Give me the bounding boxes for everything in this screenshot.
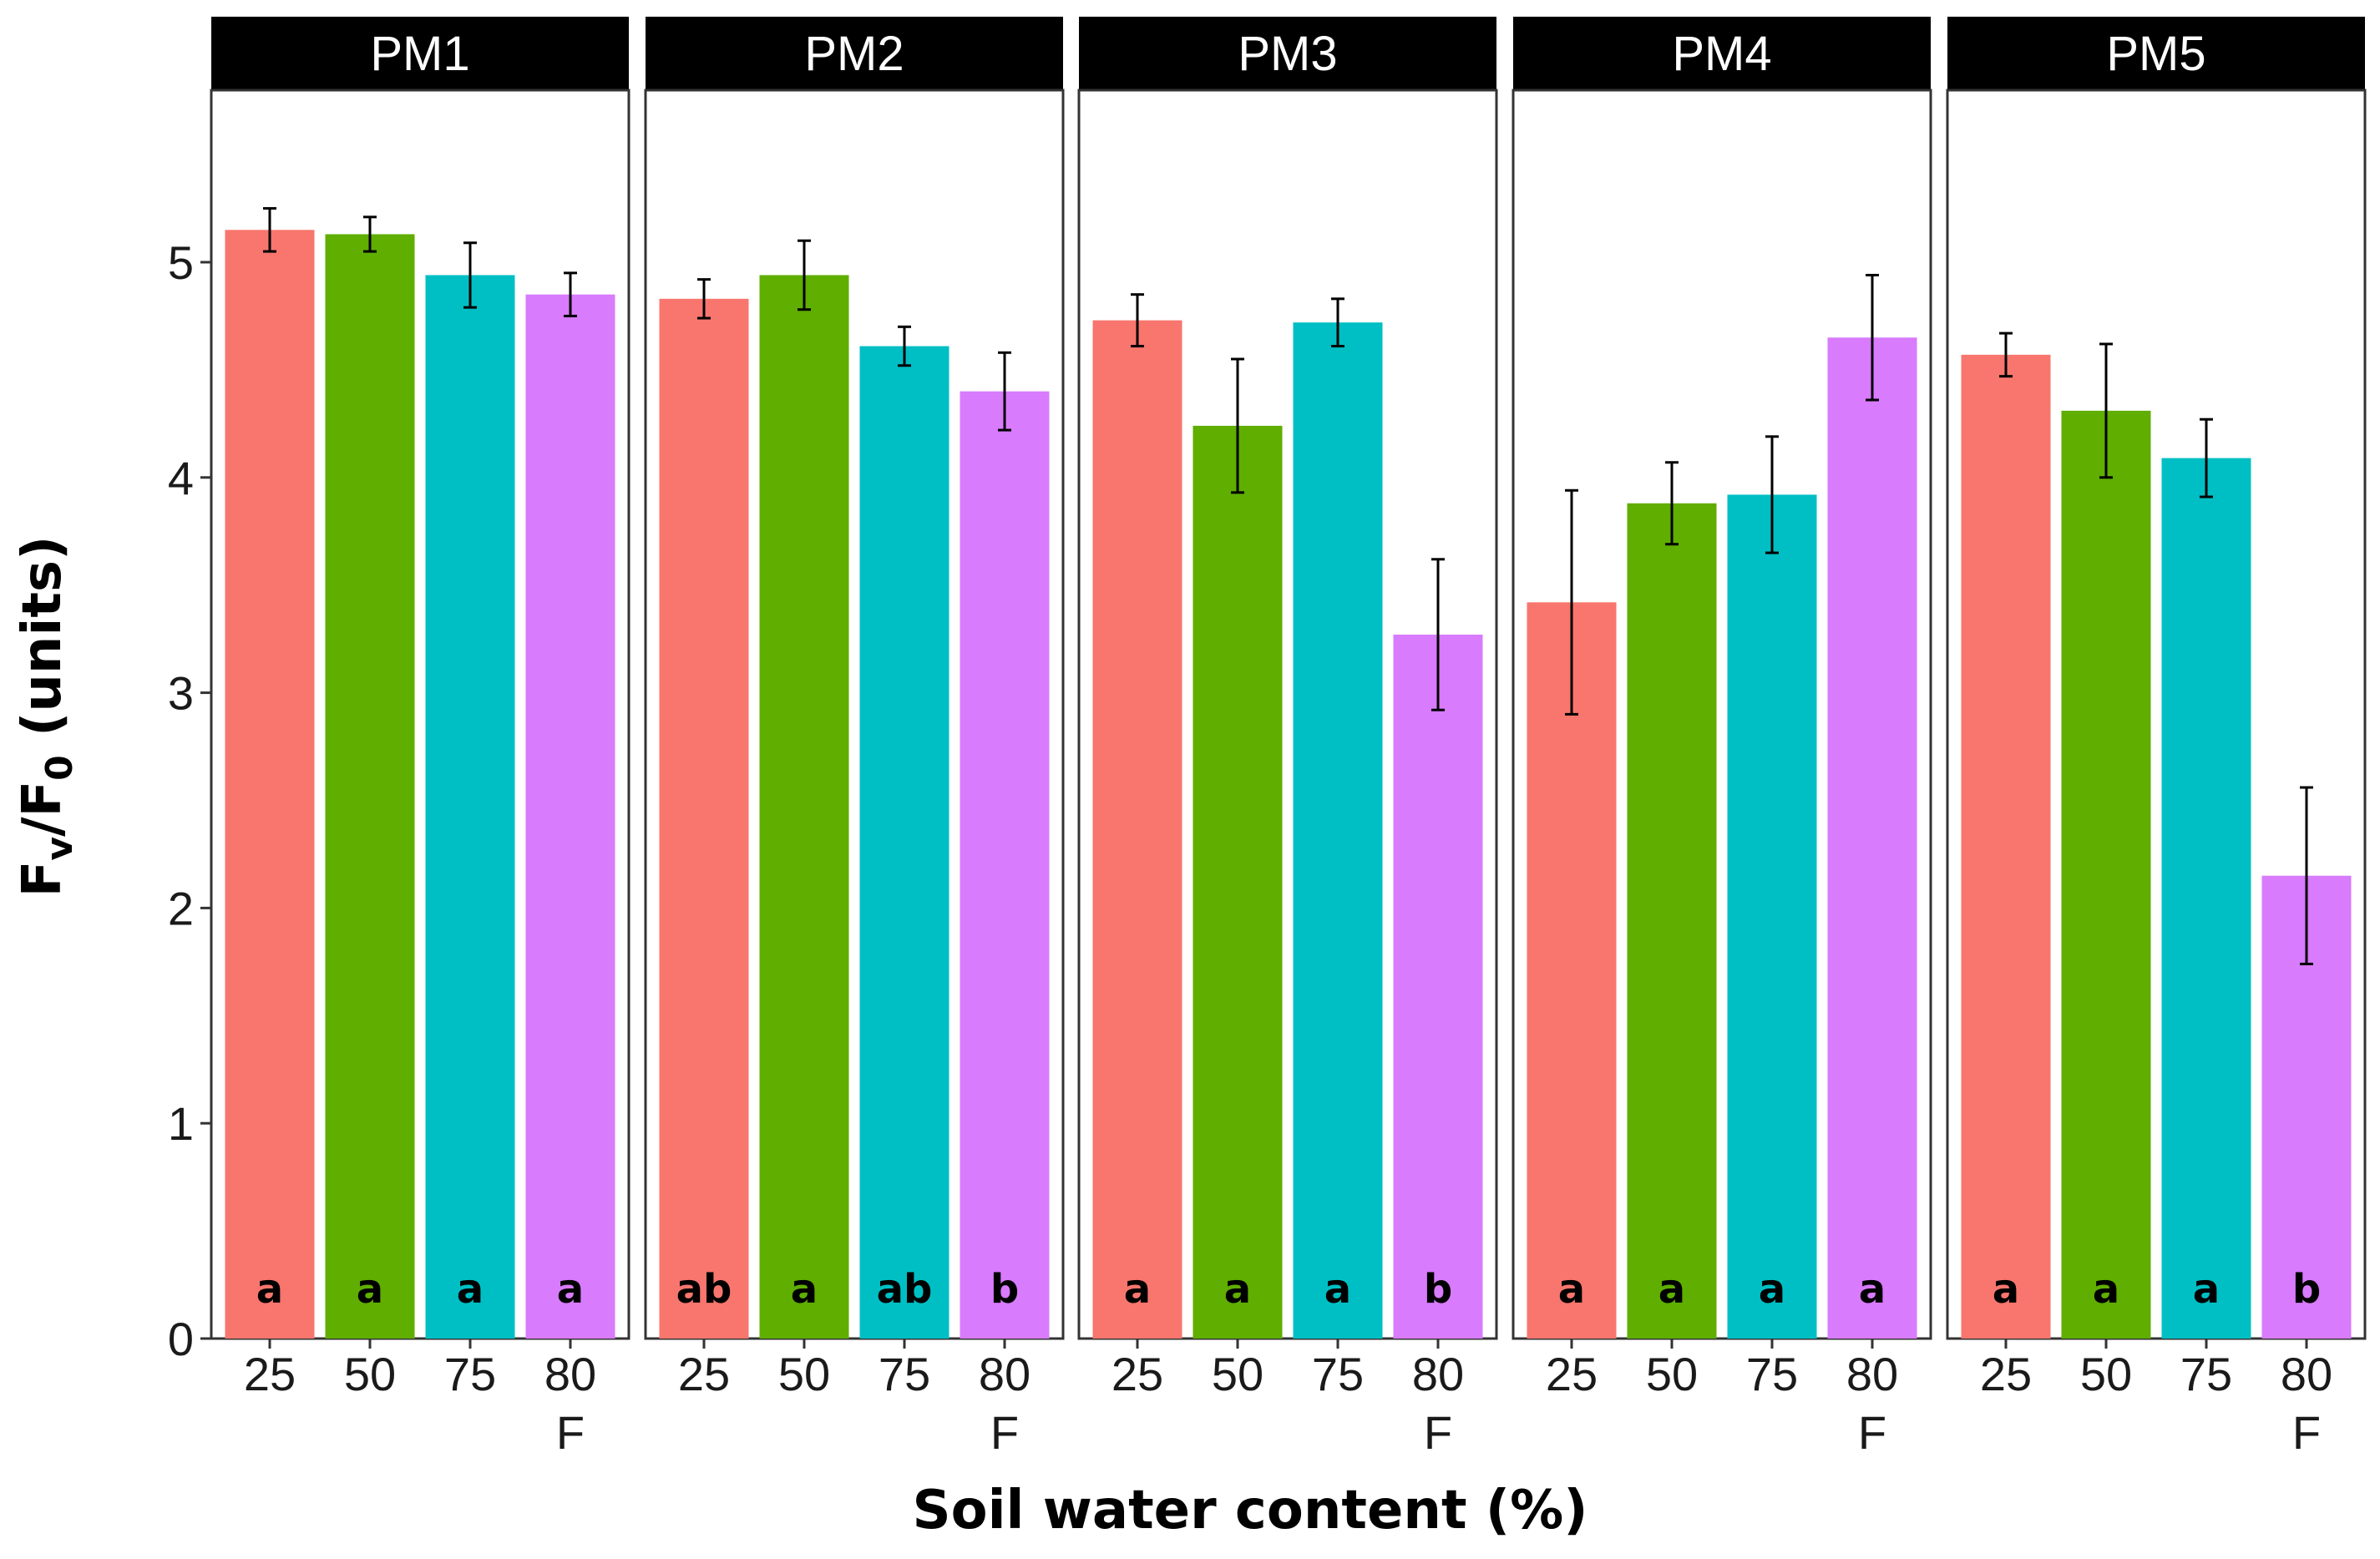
panel-title: PM1	[370, 27, 469, 81]
panel-strip	[646, 17, 1063, 90]
y-axis-title: Fv/F0 (units)	[12, 536, 81, 898]
significance-letter: a	[1224, 1266, 1251, 1313]
bar	[859, 346, 949, 1339]
y-tick-label: 0	[168, 1313, 194, 1365]
bar	[1393, 634, 1483, 1339]
bar	[960, 391, 1050, 1339]
bar	[659, 298, 749, 1339]
panel-title: PM3	[1238, 27, 1337, 81]
x-tick-sublabel: F	[1424, 1406, 1452, 1459]
y-axis-title-part: (units)	[12, 536, 73, 756]
y-tick-label: 3	[168, 667, 194, 720]
bar	[2161, 458, 2251, 1339]
significance-letter: ab	[877, 1266, 933, 1313]
panel-title: PM5	[2106, 27, 2205, 81]
x-tick-label: 75	[879, 1348, 930, 1400]
x-tick-sublabel: F	[990, 1406, 1019, 1459]
bar	[425, 275, 515, 1339]
y-tick-label: 1	[168, 1097, 194, 1150]
panel-title: PM4	[1672, 27, 1771, 81]
x-tick-sublabel: F	[2292, 1406, 2321, 1459]
x-tick-label: 25	[244, 1348, 296, 1400]
x-tick-label: 25	[1980, 1348, 2032, 1400]
significance-letter: a	[256, 1266, 283, 1313]
bar	[1827, 337, 1917, 1339]
y-tick-label: 5	[168, 236, 194, 289]
significance-letter: a	[1759, 1266, 1785, 1313]
x-tick-label: 80	[2281, 1348, 2332, 1400]
x-tick-label: 50	[2080, 1348, 2132, 1400]
x-tick-label: 25	[1112, 1348, 1163, 1400]
bar	[1293, 322, 1383, 1339]
y-axis-title-part: F	[12, 861, 73, 898]
panel-strip	[211, 17, 629, 90]
y-axis-title-part: /F	[12, 781, 73, 837]
significance-letter: a	[457, 1266, 484, 1313]
bar	[1727, 494, 1817, 1339]
bar	[1092, 320, 1182, 1339]
x-tick-label: 80	[979, 1348, 1030, 1400]
significance-letter: b	[990, 1266, 1019, 1313]
x-tick-sublabel: F	[1858, 1406, 1886, 1459]
bar	[759, 275, 849, 1339]
x-tick-label: 75	[2180, 1348, 2232, 1400]
significance-letter: a	[557, 1266, 584, 1313]
panel-title: PM2	[804, 27, 904, 81]
x-tick-label: 75	[1312, 1348, 1364, 1400]
panel-strip	[1079, 17, 1496, 90]
y-axis-title-subscript: 0	[38, 755, 81, 781]
bar	[1527, 602, 1617, 1339]
x-tick-label: 80	[1846, 1348, 1898, 1400]
significance-letter: a	[1658, 1266, 1685, 1313]
significance-letter: a	[357, 1266, 383, 1313]
significance-letter: a	[1124, 1266, 1151, 1313]
panel-strip	[1947, 17, 2365, 90]
significance-letter: a	[1558, 1266, 1585, 1313]
bar	[525, 294, 615, 1339]
significance-letter: a	[2193, 1266, 2220, 1313]
bar	[2061, 410, 2151, 1339]
bar	[1627, 503, 1717, 1339]
y-tick-label: 2	[168, 882, 194, 934]
x-tick-label: 25	[678, 1348, 730, 1400]
y-tick-label: 4	[168, 452, 194, 504]
x-tick-label: 75	[1746, 1348, 1798, 1400]
bar	[1193, 425, 1283, 1339]
bar	[225, 230, 315, 1339]
significance-letter: a	[2093, 1266, 2119, 1313]
significance-letter: ab	[676, 1266, 732, 1313]
x-tick-label: 75	[444, 1348, 496, 1400]
x-tick-label: 80	[1412, 1348, 1464, 1400]
x-tick-label: 80	[544, 1348, 596, 1400]
significance-letter: a	[791, 1266, 818, 1313]
panel-strip	[1513, 17, 1931, 90]
bar	[325, 234, 415, 1339]
x-tick-label: 50	[1212, 1348, 1263, 1400]
bar	[1961, 354, 2051, 1339]
significance-letter: b	[2292, 1266, 2321, 1313]
x-tick-label: 50	[1646, 1348, 1698, 1400]
significance-letter: a	[1859, 1266, 1886, 1313]
y-axis-title-subscript: v	[38, 837, 81, 861]
significance-letter: a	[1324, 1266, 1351, 1313]
significance-letter: b	[1424, 1266, 1452, 1313]
x-tick-label: 50	[344, 1348, 396, 1400]
x-tick-label: 50	[778, 1348, 830, 1400]
x-tick-label: 25	[1546, 1348, 1598, 1400]
x-axis-title: Soil water content (%)	[913, 1480, 1588, 1541]
significance-letter: a	[1993, 1266, 2019, 1313]
x-tick-sublabel: F	[556, 1406, 585, 1459]
